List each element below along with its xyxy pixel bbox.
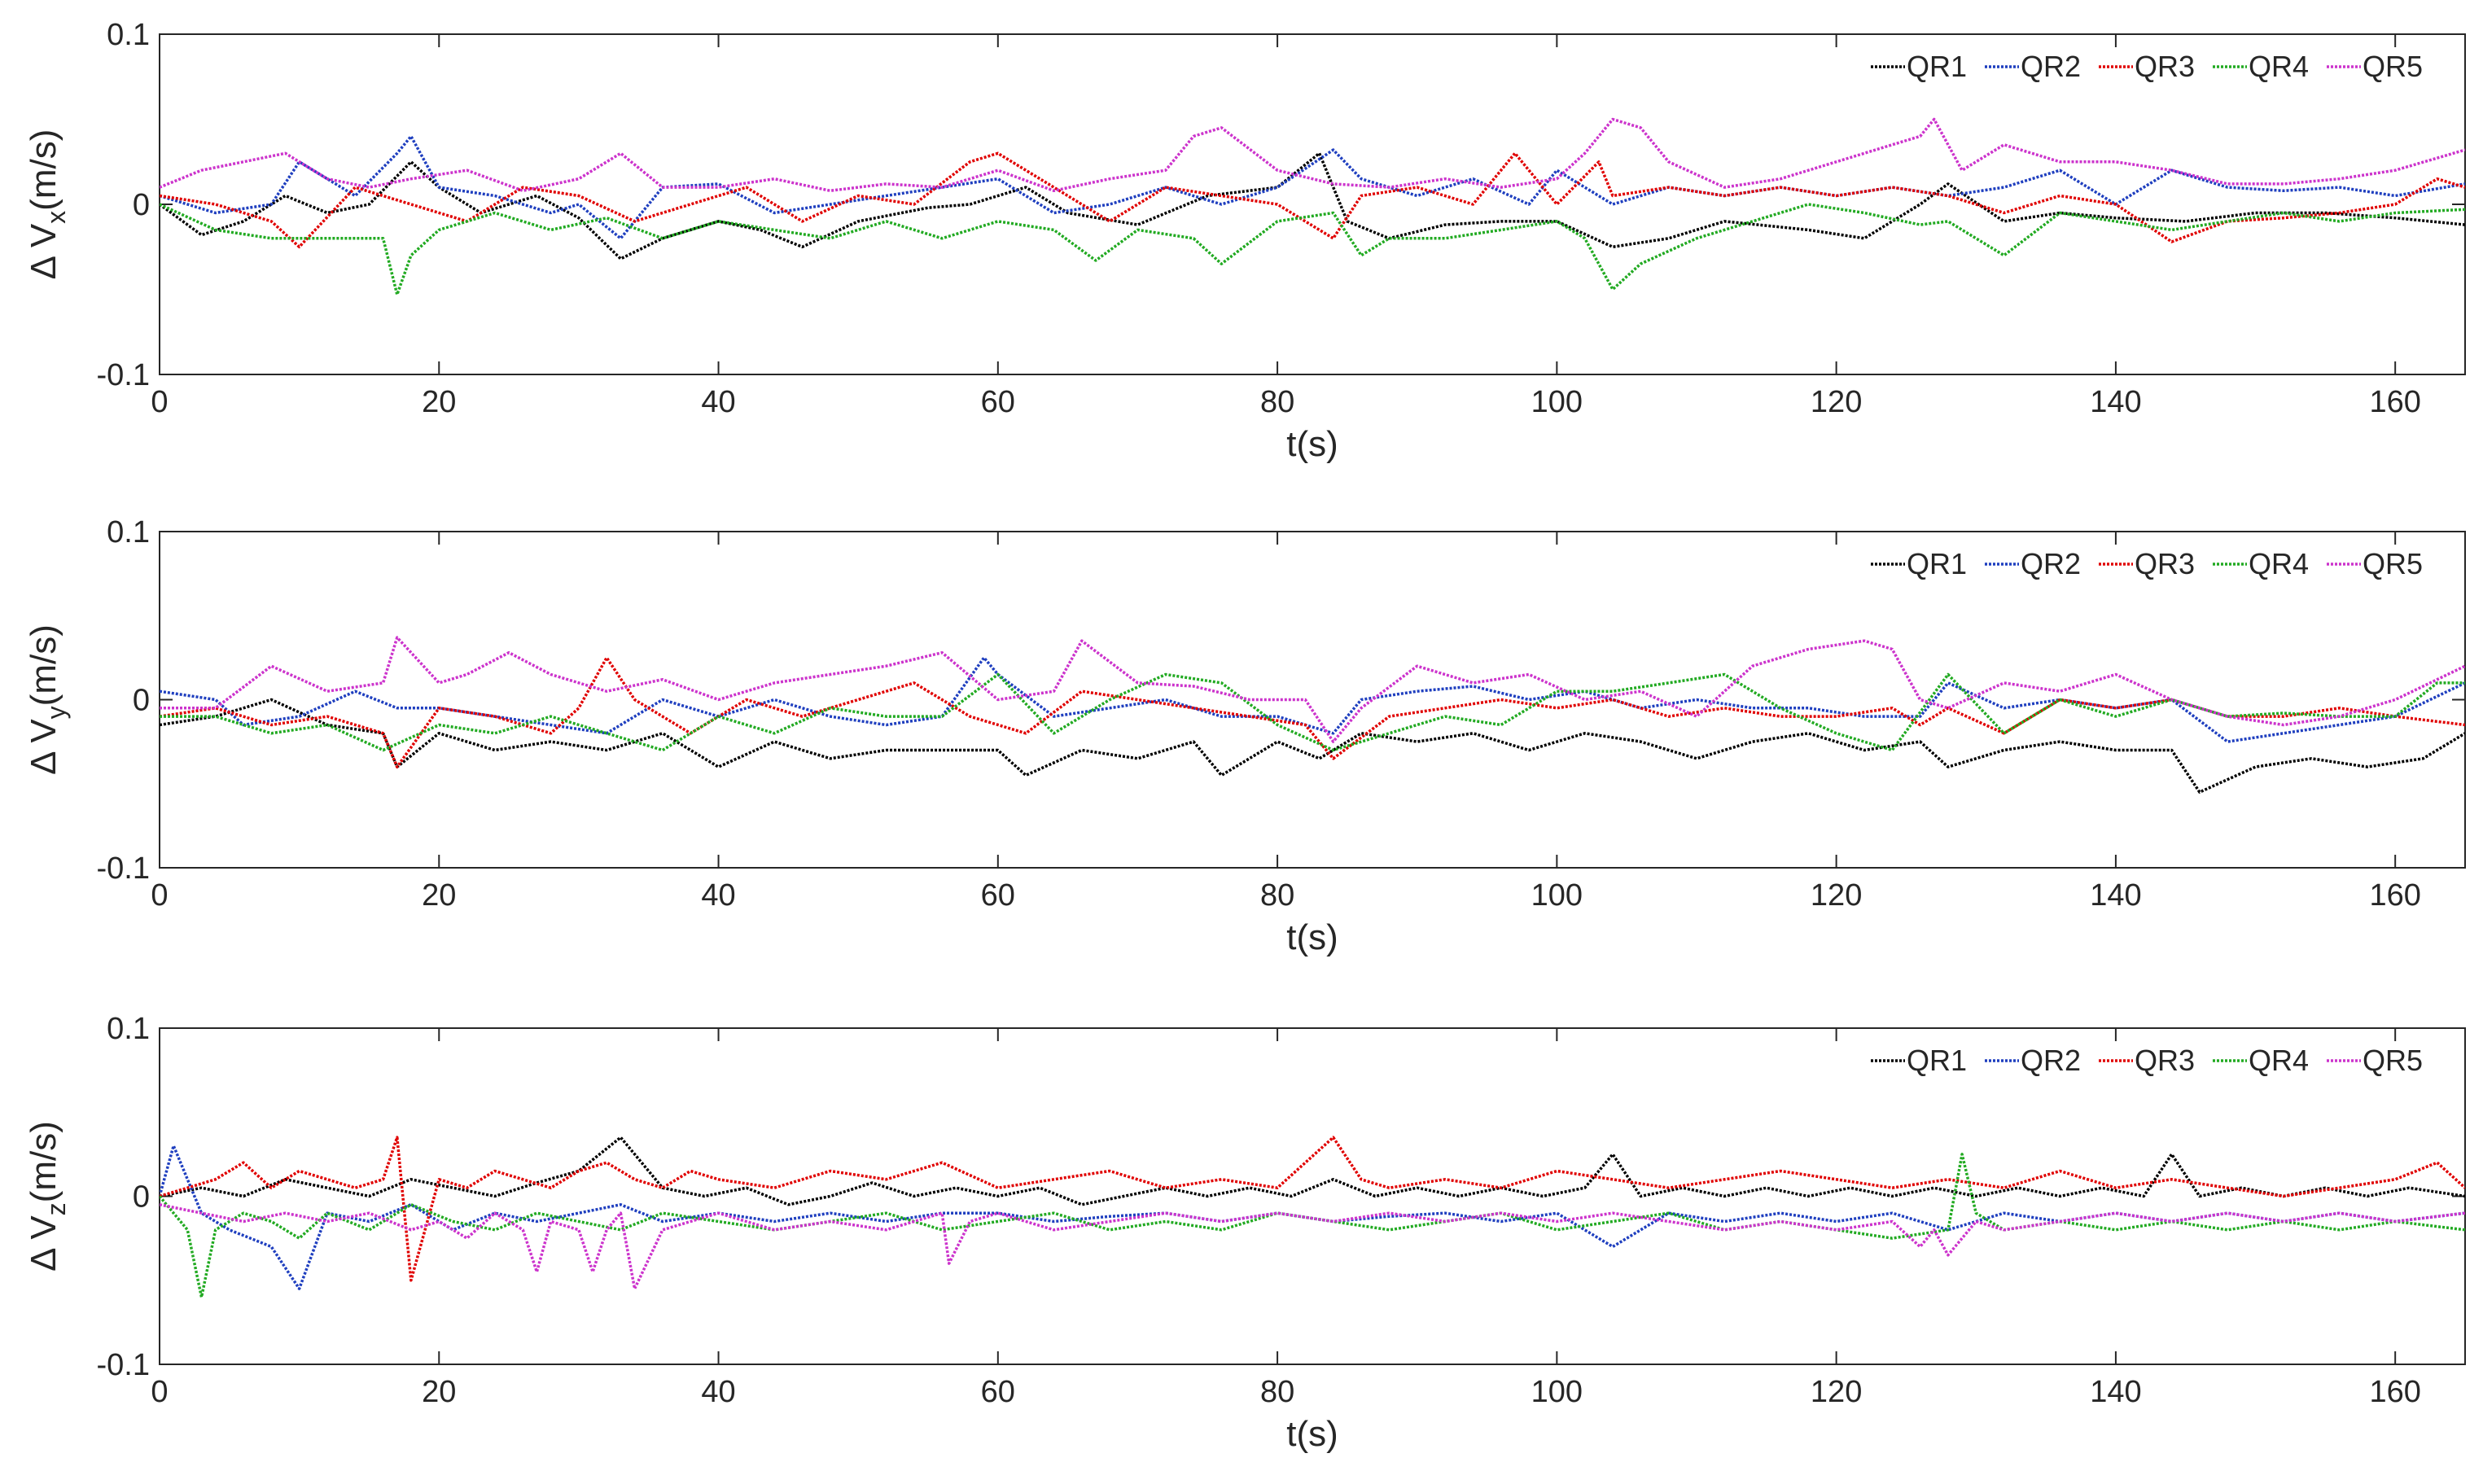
x-tick-label: 20: [422, 878, 456, 913]
legend-entry-qr2: QR2: [2021, 50, 2081, 83]
series-line-qr5: [160, 1203, 2465, 1290]
legend-entry-qr5: QR5: [2363, 1044, 2423, 1077]
series-line-qr1: [160, 151, 2465, 260]
subplot-3: 0 20 40 60 80 100 120 140 160-0.100.1t(s)Δ Vz(m/…: [24, 1012, 2466, 1454]
legend-entry-qr2: QR2: [2021, 547, 2081, 580]
x-tick-label: 140: [2090, 878, 2141, 913]
legend-entry-qr2: QR2: [2021, 1044, 2081, 1077]
x-tick-label: 100: [1531, 878, 1583, 913]
y-tick-label: 0: [133, 1180, 150, 1215]
series-line-qr3: [160, 1136, 2465, 1282]
legend-entry-qr3: QR3: [2135, 50, 2195, 83]
series-line-qr1: [160, 1136, 2465, 1206]
legend-entry-qr1: QR1: [1907, 547, 1967, 580]
legend-entry-qr5: QR5: [2363, 50, 2423, 83]
x-tick-label: 80: [1260, 1375, 1294, 1409]
x-tick-label: 120: [1811, 878, 1862, 913]
x-tick-label: 60: [981, 385, 1015, 419]
legend-entry-qr5: QR5: [2363, 547, 2423, 580]
x-tick-label: 160: [2369, 1375, 2420, 1409]
x-tick-label: 40: [701, 385, 735, 419]
y-tick-label: 0.1: [107, 18, 150, 52]
x-tick-label: 100: [1531, 1375, 1583, 1409]
axes-box: [159, 33, 2466, 375]
x-tick-label: 140: [2090, 1375, 2141, 1409]
x-tick-label: 0: [151, 385, 168, 419]
y-tick-label: -0.1: [97, 358, 150, 392]
series-group: [160, 117, 2465, 296]
x-tick-label: 160: [2369, 385, 2420, 419]
x-tick-label: 120: [1811, 1375, 1862, 1409]
x-tick-label: 100: [1531, 385, 1583, 419]
y-tick-label: -0.1: [97, 851, 150, 886]
legend-entry-qr4: QR4: [2249, 547, 2309, 580]
legend-entry-qr1: QR1: [1907, 1044, 1967, 1077]
x-tick-label: 40: [701, 1375, 735, 1409]
y-axis-label: Δ Vx(m/s): [24, 129, 71, 280]
x-tick-label: 80: [1260, 385, 1294, 419]
series-line-qr2: [160, 656, 2465, 743]
x-tick-label: 80: [1260, 878, 1294, 913]
x-tick-label: 40: [701, 878, 735, 913]
x-tick-label: 140: [2090, 385, 2141, 419]
series-line-qr2: [160, 134, 2465, 240]
y-tick-label: 0: [133, 188, 150, 222]
x-tick-label: 0: [151, 878, 168, 913]
x-tick-label: 60: [981, 1375, 1015, 1409]
x-axis-label: t(s): [1286, 424, 1338, 464]
x-tick-label: 60: [981, 878, 1015, 913]
x-tick-label: 20: [422, 1375, 456, 1409]
subplot-2: 0 20 40 60 80 100 120 140 160-0.100.1t(s)Δ Vy(m/…: [24, 515, 2466, 957]
subplot-1: 0 20 40 60 80 100 120 140 160-0.100.1t(s)Δ Vx(m/…: [24, 18, 2466, 464]
y-tick-label: 0.1: [107, 515, 150, 549]
legend-entry-qr4: QR4: [2249, 50, 2309, 83]
y-axis-label: Δ Vz(m/s): [24, 1121, 71, 1272]
axes-box: [159, 531, 2466, 869]
x-axis-label: t(s): [1286, 917, 1338, 957]
x-tick-label: 0: [151, 1375, 168, 1409]
series-group: [160, 1136, 2465, 1299]
series-line-qr5: [160, 636, 2465, 743]
y-tick-label: 0.1: [107, 1012, 150, 1046]
y-axis-label: Δ Vy(m/s): [24, 624, 71, 775]
x-tick-label: 120: [1811, 385, 1862, 419]
y-tick-label: 0: [133, 684, 150, 718]
series-line-qr4: [160, 203, 2465, 296]
series-line-qr4: [160, 672, 2465, 752]
x-axis-label: t(s): [1286, 1414, 1338, 1454]
legend-entry-qr3: QR3: [2135, 1044, 2195, 1077]
legend-entry-qr3: QR3: [2135, 547, 2195, 580]
y-tick-label: -0.1: [97, 1348, 150, 1382]
x-tick-label: 20: [422, 385, 456, 419]
x-tick-label: 160: [2369, 878, 2420, 913]
axes-box: [159, 1027, 2466, 1365]
series-line-qr3: [160, 151, 2465, 249]
series-line-qr1: [160, 698, 2465, 794]
legend-entry-qr1: QR1: [1907, 50, 1967, 83]
series-group: [160, 636, 2465, 794]
legend-entry-qr4: QR4: [2249, 1044, 2309, 1077]
